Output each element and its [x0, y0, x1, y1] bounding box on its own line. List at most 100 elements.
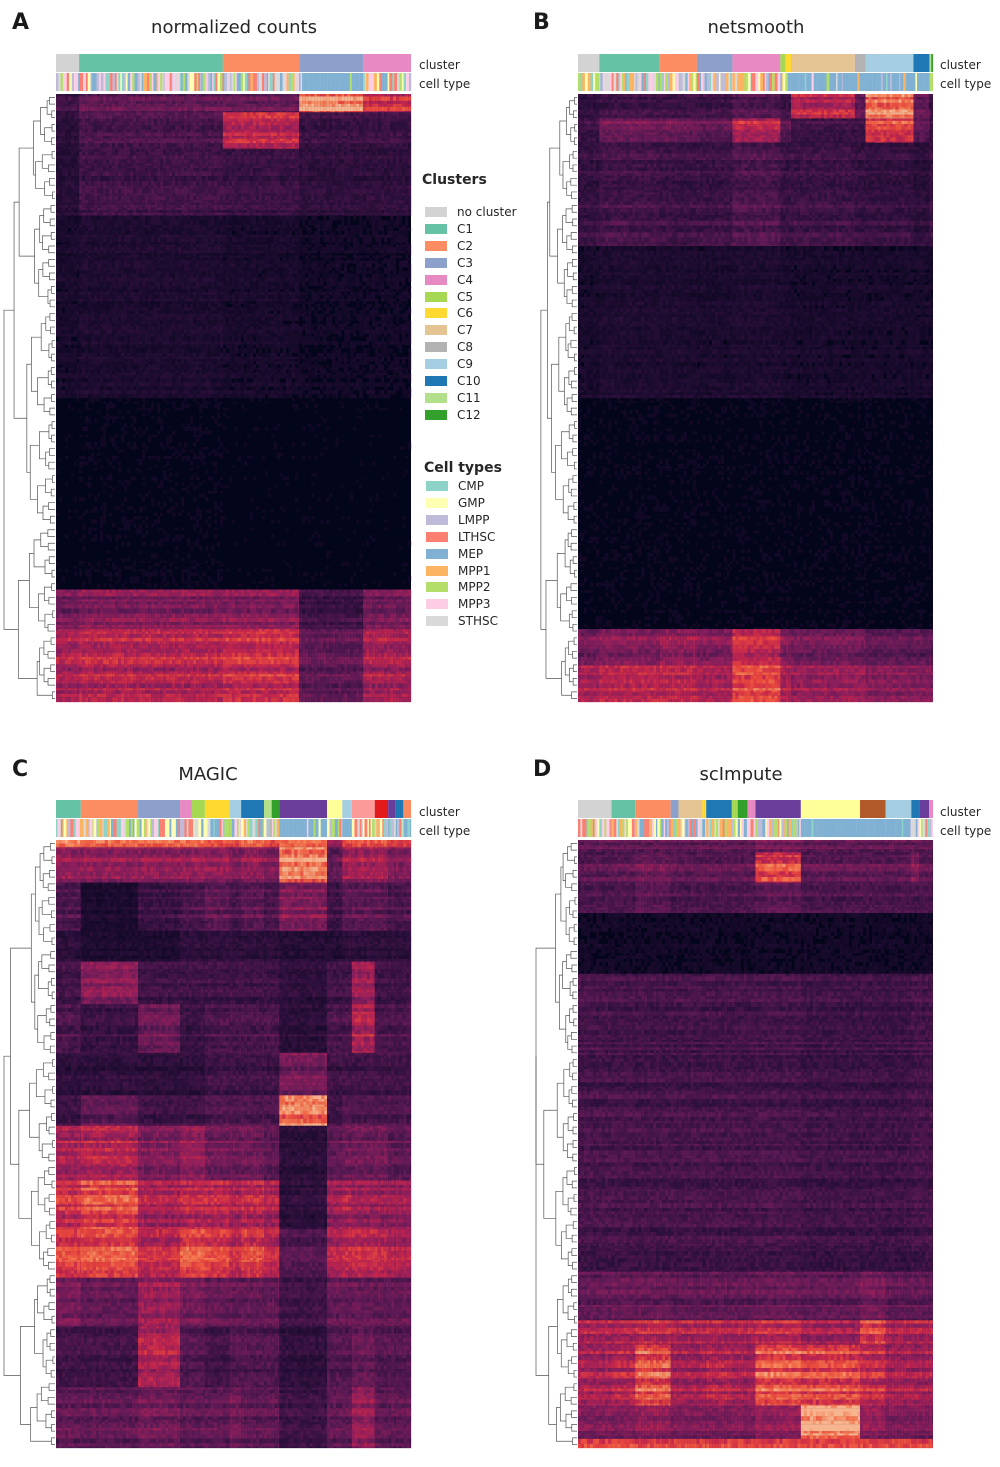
heatmap-cell — [166, 181, 169, 186]
heatmap-cell — [302, 159, 305, 163]
heatmap-cell — [118, 205, 121, 208]
celltype-cell — [354, 73, 356, 91]
heatmap-cell — [356, 215, 359, 216]
heatmap-cell — [223, 143, 226, 147]
heatmap-cell — [314, 139, 317, 141]
heatmap-cell — [283, 213, 286, 215]
heatmap-cell — [217, 136, 220, 139]
heatmap-cell — [79, 205, 82, 208]
heatmap-cell — [217, 143, 220, 147]
heatmap-cell — [332, 147, 335, 149]
heatmap-cell — [175, 210, 178, 213]
heatmap-cell — [62, 126, 65, 130]
heatmap-cell — [335, 166, 338, 169]
heatmap-cell — [115, 107, 118, 111]
heatmap-cell — [115, 136, 118, 139]
heatmap-cell — [77, 143, 79, 147]
heatmap-cell — [205, 196, 208, 201]
celltype-cell — [241, 73, 244, 91]
heatmap-cell — [320, 116, 323, 119]
heatmap-cell — [378, 181, 381, 186]
celltype-cell — [124, 73, 126, 91]
heatmap-cell — [94, 136, 97, 139]
heatmap-cell — [169, 149, 172, 152]
heatmap-cell — [341, 116, 344, 119]
heatmap-cell — [59, 149, 62, 152]
heatmap-cell — [311, 166, 314, 169]
heatmap-cell — [326, 166, 329, 169]
heatmap-cell — [384, 141, 387, 143]
heatmap-cell — [399, 118, 402, 121]
heatmap-cell — [109, 96, 112, 101]
heatmap-cell — [344, 168, 347, 171]
heatmap-cell — [175, 205, 178, 208]
heatmap-cell — [190, 149, 193, 152]
heatmap-cell — [223, 166, 226, 169]
heatmap-cell — [172, 213, 175, 215]
heatmap-cell — [280, 189, 283, 194]
heatmap-cell — [292, 159, 295, 163]
heatmap-cell — [399, 143, 402, 147]
heatmap-cell — [350, 176, 353, 181]
heatmap-cell — [250, 159, 253, 163]
heatmap-cell — [235, 122, 238, 126]
heatmap-cell — [375, 193, 378, 195]
heatmap-cell — [390, 112, 393, 115]
celltype-cell — [262, 73, 264, 91]
heatmap-cell — [82, 141, 85, 143]
heatmap-cell — [329, 168, 332, 171]
heatmap-cell — [124, 104, 127, 107]
heatmap-cell — [124, 208, 127, 210]
heatmap-cell — [335, 122, 338, 126]
heatmap-cell — [106, 200, 109, 203]
heatmap-cell — [302, 136, 305, 139]
heatmap-cell — [341, 196, 344, 201]
heatmap-cell — [217, 200, 220, 203]
heatmap-cell — [332, 213, 335, 215]
heatmap-cell — [359, 164, 362, 166]
heatmap-cell — [79, 166, 82, 169]
heatmap-cell — [262, 171, 265, 176]
heatmap-cell — [353, 205, 356, 208]
heatmap-cell — [74, 122, 77, 126]
heatmap-cell — [59, 200, 62, 203]
heatmap-cell — [344, 126, 347, 130]
heatmap-cell — [118, 118, 121, 121]
heatmap-cell — [280, 122, 283, 126]
heatmap-cell — [274, 130, 277, 133]
heatmap-cell — [169, 208, 172, 210]
heatmap-cell — [308, 130, 311, 133]
heatmap-cell — [97, 101, 100, 104]
heatmap-cell — [341, 200, 344, 203]
heatmap-cell — [378, 147, 381, 149]
heatmap-cell — [211, 133, 214, 137]
heatmap-cell — [314, 136, 317, 139]
heatmap-cell — [229, 176, 232, 181]
heatmap-cell — [85, 101, 88, 104]
heatmap-cell — [344, 96, 347, 101]
heatmap-cell — [196, 189, 199, 194]
heatmap-cell — [163, 101, 166, 104]
heatmap-cell — [314, 203, 317, 205]
heatmap-cell — [399, 111, 402, 112]
heatmap-cell — [77, 149, 79, 152]
heatmap-cell — [378, 143, 381, 147]
heatmap-cell — [160, 166, 163, 169]
heatmap-cell — [148, 143, 151, 147]
heatmap-cell — [68, 159, 71, 163]
heatmap-cell — [332, 181, 335, 186]
heatmap-cell — [145, 181, 148, 186]
heatmap-cell — [214, 186, 217, 189]
heatmap-cell — [166, 130, 169, 133]
heatmap-cell — [184, 159, 187, 163]
celltype-cell — [153, 73, 156, 91]
heatmap-cell — [166, 171, 169, 176]
heatmap-cell — [172, 126, 175, 130]
heatmap-cell — [305, 200, 308, 203]
heatmap-cell — [359, 189, 362, 194]
heatmap-cell — [229, 210, 232, 213]
heatmap-cell — [79, 159, 82, 163]
heatmap-cell — [298, 133, 299, 137]
heatmap-cell — [79, 176, 82, 181]
celltype-cell — [227, 73, 228, 91]
